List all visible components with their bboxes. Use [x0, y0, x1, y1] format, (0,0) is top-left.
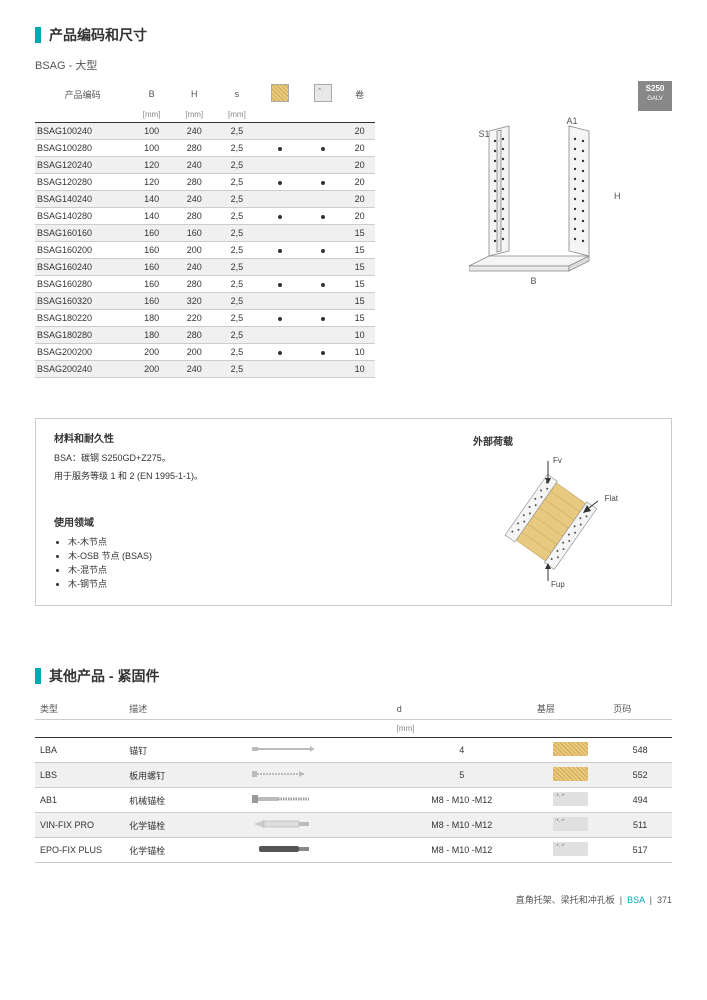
accent-bar-2	[35, 668, 41, 684]
table-row: BSAG1002801002802,520	[35, 140, 375, 157]
list-item: 木-混节点	[68, 563, 433, 577]
table-row: BSAG1602001602002,515	[35, 242, 375, 259]
dot-icon	[278, 283, 282, 287]
dot-icon	[278, 249, 282, 253]
table-row: BSAG2002402002402,510	[35, 361, 375, 378]
load-title: 外部荷载	[473, 433, 653, 448]
dim-b: B	[531, 276, 537, 286]
use-title: 使用领域	[54, 517, 433, 531]
concrete-icon	[553, 842, 588, 856]
dot-icon	[321, 317, 325, 321]
table-row: BSAG1202401202402,520	[35, 157, 375, 174]
table-row: BSAG1002401002402,520	[35, 123, 375, 140]
list-item: 木-OSB 节点 (BSAS)	[68, 549, 433, 563]
label-fup: Fup	[551, 580, 565, 589]
table-row: BSAG1603201603202,515	[35, 293, 375, 310]
table-row: BSAG1802801802802,510	[35, 327, 375, 344]
wood-icon	[553, 742, 588, 756]
th-s: s	[216, 81, 259, 107]
concrete-icon	[314, 84, 332, 102]
dot-icon	[321, 249, 325, 253]
wood-icon	[553, 767, 588, 781]
table-row: EPO-FIX PLUS化学锚栓M8 - M10 -M12517	[35, 838, 672, 863]
page-footer: 直角托架、梁托和冲孔板 | BSA | 371	[35, 893, 672, 906]
bracket-diagram: A1 S1 H B	[469, 121, 609, 281]
title-text: 产品编码和尺寸	[49, 25, 147, 45]
info-right: 外部荷载	[473, 433, 653, 591]
table-row: AB1机械锚栓M8 - M10 -M12494	[35, 788, 672, 813]
th-conc	[301, 81, 344, 107]
material-line1: BSA：碳钢 S250GD+Z275。	[54, 451, 433, 465]
table-row: BSAG1601601601602,515	[35, 225, 375, 242]
table-row: BSAG1602401602402,515	[35, 259, 375, 276]
dot-icon	[321, 283, 325, 287]
label-flat: Flat	[605, 494, 618, 503]
fastener-table: 类型 描述 d 基层 页码 [mm] LBA锚钉4548LBS板用螺钉5552A…	[35, 698, 672, 863]
table-row: LBA锚钉4548	[35, 738, 672, 763]
table-row: BSAG1202801202802,520	[35, 174, 375, 191]
concrete-icon	[553, 792, 588, 806]
dot-icon	[321, 147, 325, 151]
subtitle: BSAG - 大型	[35, 57, 672, 73]
th-code: 产品编码	[35, 81, 130, 107]
info-box: 材料和耐久性 BSA：碳钢 S250GD+Z275。 用于服务等级 1 和 2 …	[35, 418, 672, 606]
concrete-icon	[553, 817, 588, 831]
table-row: LBS板用螺钉5552	[35, 763, 672, 788]
material-title: 材料和耐久性	[54, 433, 433, 447]
dot-icon	[321, 351, 325, 355]
th-h: H	[173, 81, 216, 107]
list-item: 木-木节点	[68, 535, 433, 549]
material-line2: 用于服务等级 1 和 2 (EN 1995-1-1)。	[54, 469, 433, 483]
th-b: B	[130, 81, 173, 107]
uses-list: 木-木节点木-OSB 节点 (BSAS)木-混节点木-钢节点	[68, 535, 433, 591]
info-left: 材料和耐久性 BSA：碳钢 S250GD+Z275。 用于服务等级 1 和 2 …	[54, 433, 433, 591]
th-roll: 卷	[344, 81, 375, 107]
table1-wrap: 产品编码 B H s 卷 [mm] [mm] [mm] BSAG10024010…	[35, 81, 375, 378]
section-1-title: 产品编码和尺寸	[35, 25, 672, 45]
bracket-svg	[469, 121, 609, 281]
table-row: VIN-FIX PRO化学锚栓M8 - M10 -M12511	[35, 813, 672, 838]
dot-icon	[321, 215, 325, 219]
dot-icon	[278, 317, 282, 321]
load-diagram: Fv Flat Fup	[473, 456, 623, 586]
dot-icon	[278, 215, 282, 219]
list-item: 木-钢节点	[68, 577, 433, 591]
table-row: BSAG1402801402802,520	[35, 208, 375, 225]
accent-bar	[35, 27, 41, 43]
dim-h: H	[614, 191, 621, 201]
table-row: BSAG1602801602802,515	[35, 276, 375, 293]
th-wood	[258, 81, 301, 107]
product-table: 产品编码 B H s 卷 [mm] [mm] [mm] BSAG10024010…	[35, 81, 375, 378]
table-row: BSAG1402401402402,520	[35, 191, 375, 208]
label-fv: Fv	[553, 456, 562, 465]
table-row: BSAG2002002002002,510	[35, 344, 375, 361]
wood-icon	[271, 84, 289, 102]
diagram-area: S250 GALV	[405, 81, 672, 378]
material-badge: S250 GALV	[638, 81, 672, 111]
dot-icon	[321, 181, 325, 185]
load-svg	[473, 456, 623, 586]
dot-icon	[278, 147, 282, 151]
dim-s1: S1	[479, 129, 490, 139]
title-text-2: 其他产品 - 紧固件	[49, 666, 159, 686]
dot-icon	[278, 181, 282, 185]
table-row: BSAG1802201802202,515	[35, 310, 375, 327]
dot-icon	[278, 351, 282, 355]
dim-a1: A1	[567, 116, 578, 126]
section-2-title: 其他产品 - 紧固件	[35, 666, 672, 686]
